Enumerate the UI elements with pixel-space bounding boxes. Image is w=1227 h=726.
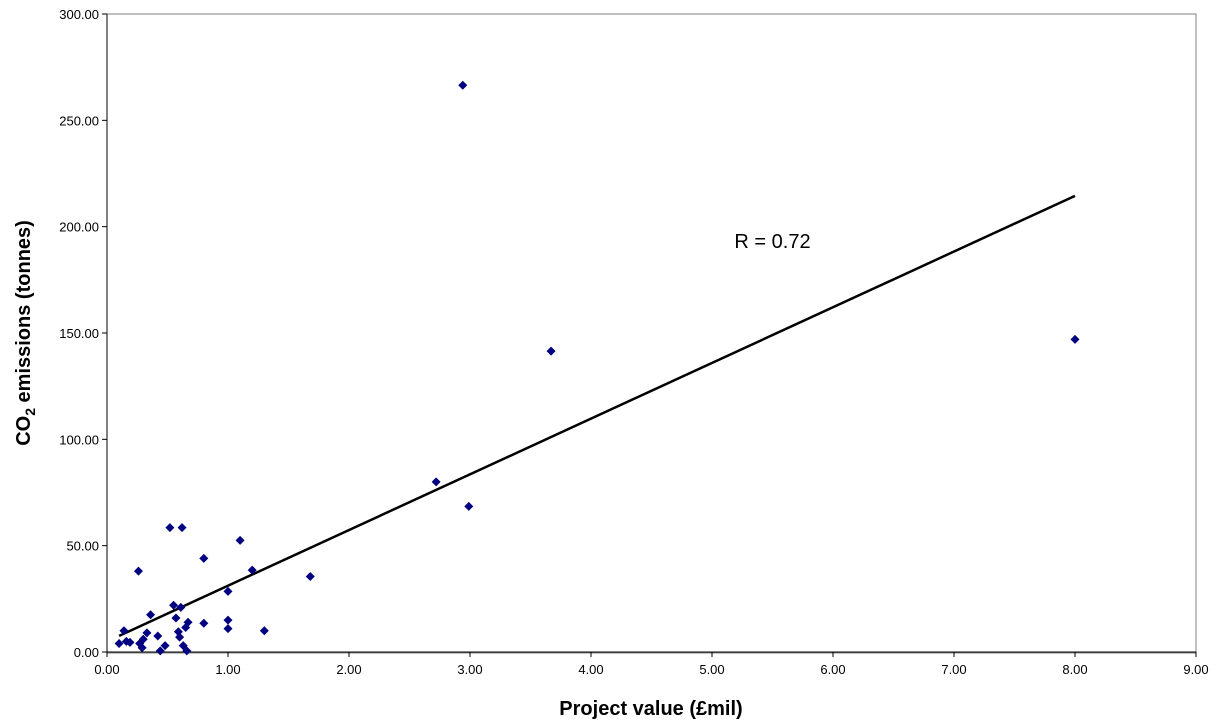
x-tick-label: 8.00 <box>1062 662 1087 677</box>
data-point <box>235 535 245 545</box>
y-axis-title: CO2 emissions (tonnes) <box>13 220 38 446</box>
x-tick-label: 3.00 <box>457 662 482 677</box>
y-tick-label: 300.00 <box>59 7 99 22</box>
data-point <box>183 617 193 627</box>
trendline <box>118 194 1076 637</box>
data-point <box>175 632 185 642</box>
x-tick-label: 6.00 <box>820 662 845 677</box>
data-point <box>247 565 257 575</box>
data-point <box>223 624 233 634</box>
data-point <box>125 637 135 647</box>
data-point <box>160 641 170 651</box>
y-tick-label: 250.00 <box>59 113 99 128</box>
data-point <box>138 634 148 644</box>
y-axis-ticks: 0.00 50.00 100.00 150.00 200.00 250.00 300.00 <box>59 7 107 660</box>
y-tick-label: 100.00 <box>59 432 99 447</box>
x-tick-label: 1.00 <box>215 662 240 677</box>
data-point <box>155 646 165 656</box>
y-tick-label: 0.00 <box>74 645 99 660</box>
data-point <box>259 626 269 636</box>
data-point <box>305 572 315 582</box>
data-point <box>171 613 181 623</box>
data-point <box>153 631 163 641</box>
data-point <box>176 602 186 612</box>
x-tick-label: 9.00 <box>1183 662 1208 677</box>
y-axis-title-main: CO <box>13 416 35 446</box>
r-value-annotation: R = 0.72 <box>734 231 810 253</box>
x-tick-label: 0.00 <box>94 662 119 677</box>
y-tick-label: 200.00 <box>59 220 99 235</box>
x-tick-label: 5.00 <box>699 662 724 677</box>
y-tick-label: 50.00 <box>66 539 99 554</box>
x-tick-label: 2.00 <box>336 662 361 677</box>
data-point <box>133 566 143 576</box>
x-tick-label: 4.00 <box>578 662 603 677</box>
y-tick-label: 150.00 <box>59 326 99 341</box>
data-point <box>165 523 175 533</box>
data-point <box>199 553 209 563</box>
data-point <box>146 610 156 620</box>
y-axis-title-rest: emissions (tonnes) <box>13 220 35 408</box>
data-point <box>142 628 152 638</box>
data-point <box>177 523 187 533</box>
data-point <box>114 638 124 648</box>
data-point <box>546 346 556 356</box>
data-point <box>137 643 147 653</box>
data-point <box>182 646 192 656</box>
data-point <box>458 80 468 90</box>
data-point <box>431 477 441 487</box>
data-point <box>199 618 209 628</box>
data-point <box>223 615 233 625</box>
x-tick-label: 7.00 <box>941 662 966 677</box>
x-axis-ticks: 0.00 1.00 2.00 3.00 4.00 5.00 6.00 7.00 8.00 9.00 <box>94 652 1209 677</box>
data-point <box>119 626 129 636</box>
plot-area <box>106 13 1197 654</box>
data-point <box>1070 334 1080 344</box>
y-axis-title-subscript: 2 <box>22 408 38 416</box>
data-point <box>464 501 474 511</box>
data-point <box>169 600 179 610</box>
x-axis-title: Project value (£mil) <box>559 698 742 720</box>
data-point <box>223 586 233 596</box>
data-points <box>114 80 1080 656</box>
